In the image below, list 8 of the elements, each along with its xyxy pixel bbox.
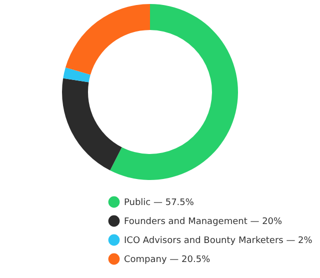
legend-label: Founders and Management — 20% — [124, 217, 283, 227]
donut-slice — [65, 4, 150, 75]
donut-slice — [63, 67, 90, 82]
legend-label: Company — 20.5% — [124, 255, 211, 265]
legend-label: Public — 57.5% — [124, 198, 194, 208]
legend-label: ICO Advisors and Bounty Marketers — 2% — [124, 236, 313, 246]
donut-slice — [110, 4, 238, 180]
donut-slice — [62, 78, 122, 170]
